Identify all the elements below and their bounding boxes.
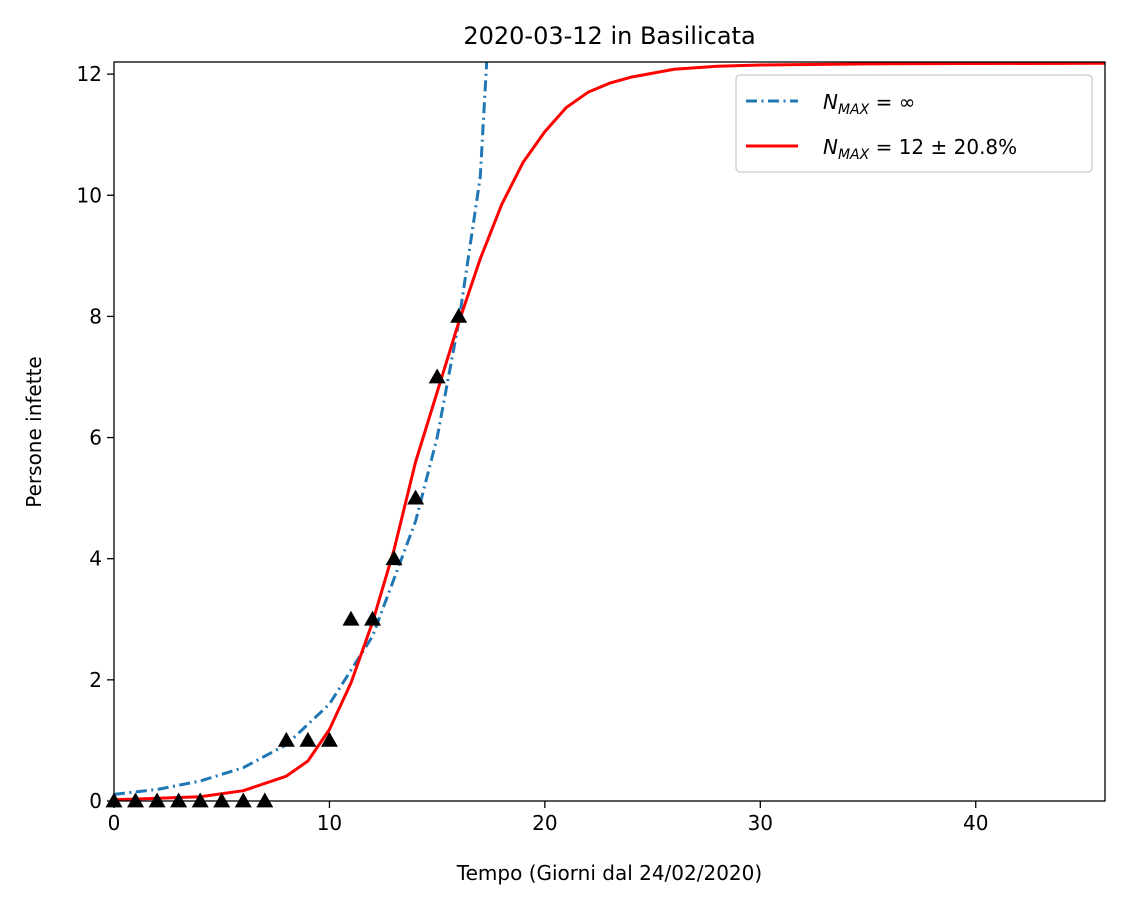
data-point-marker [364, 610, 382, 626]
y-axis-label: Persone infette [22, 356, 46, 507]
x-tick-label: 10 [317, 811, 342, 835]
legend-label-logistic-rest: = 12 ± 20.8% [869, 135, 1017, 159]
y-tick-label: 0 [89, 789, 102, 813]
x-tick-label: 30 [748, 811, 773, 835]
y-tick-label: 8 [89, 304, 102, 328]
data-point-marker [428, 368, 446, 384]
x-tick-label: 40 [963, 811, 988, 835]
legend-label-exponential: NMAX = ∞ [823, 90, 915, 118]
x-axis-ticks: 0 10 20 30 40 [108, 801, 988, 835]
data-point-marker [170, 792, 188, 808]
legend-box [735, 74, 1093, 173]
legend-label-exponential-base: N [823, 90, 838, 114]
legend-label-exponential-rest: = ∞ [869, 90, 915, 114]
data-point-marker [127, 792, 145, 808]
y-tick-label: 6 [89, 426, 102, 450]
data-point-marker [320, 731, 338, 747]
marker-layer [105, 307, 468, 808]
y-tick-label: 4 [89, 547, 102, 571]
logistic-fit-line [114, 62, 1105, 801]
y-axis-ticks: 0 2 4 6 8 10 12 [77, 62, 114, 813]
series-layer [114, 62, 1105, 801]
x-tick-label: 0 [108, 811, 121, 835]
data-point-marker [148, 792, 166, 808]
data-point-marker [256, 792, 274, 808]
y-tick-label: 12 [77, 62, 102, 86]
data-point-marker [234, 792, 252, 808]
legend-label-logistic: NMAX = 12 ± 20.8% [823, 135, 1017, 163]
y-tick-label: 2 [89, 668, 102, 692]
legend-label-exponential-sub: MAX [838, 102, 870, 118]
data-point-marker [342, 610, 360, 626]
exponential-fit-line [114, 62, 489, 796]
y-tick-label: 10 [77, 183, 102, 207]
data-point-marker [385, 550, 403, 566]
chart-title: 2020-03-12 in Basilicata [463, 22, 755, 50]
x-tick-label: 20 [532, 811, 557, 835]
data-point-marker [299, 731, 317, 747]
data-point-marker [450, 307, 468, 323]
legend-label-logistic-sub: MAX [838, 147, 870, 163]
data-point-marker [277, 731, 295, 747]
data-point-marker [191, 792, 209, 808]
data-point-marker [213, 792, 231, 808]
data-point-marker [407, 489, 425, 505]
x-axis-label: Tempo (Giorni dal 24/02/2020) [456, 861, 762, 885]
legend-label-logistic-base: N [823, 135, 838, 159]
plot-frame [113, 61, 1106, 802]
legend: NMAX = ∞ NMAX = 12 ± 20.8% [735, 74, 1093, 173]
